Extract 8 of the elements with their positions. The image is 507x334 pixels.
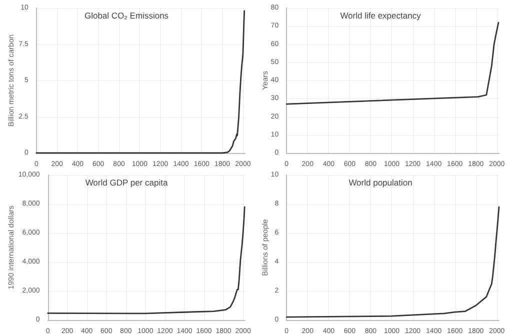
chart-title: World population xyxy=(348,178,413,188)
chart-title: Global CO₂ Emissions xyxy=(84,10,169,20)
line-series xyxy=(47,206,246,314)
chart-title: World life expectancy xyxy=(340,10,422,20)
line-series xyxy=(286,22,500,105)
line-series xyxy=(286,206,500,318)
line-series xyxy=(36,10,246,154)
chart-title: World GDP per capita xyxy=(85,178,168,188)
